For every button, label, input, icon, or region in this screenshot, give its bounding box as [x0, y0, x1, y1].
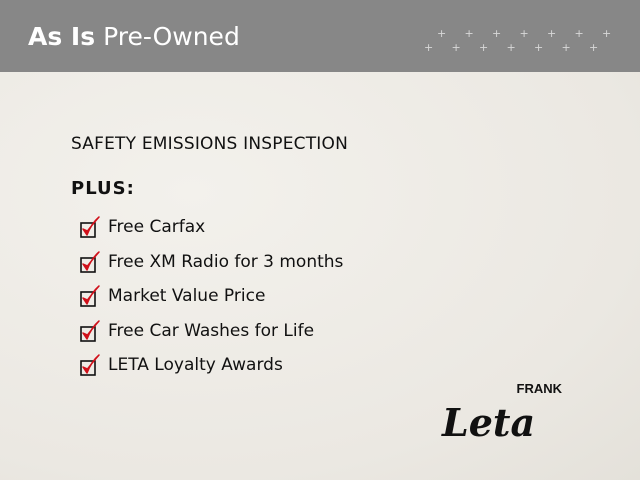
plus-mark: +: [547, 27, 557, 40]
benefits-list: Free Carfax Free XM Radio for 3 months M…: [80, 210, 343, 383]
title-bold: As Is: [28, 22, 96, 51]
plus-mark: +: [534, 41, 544, 54]
inspection-heading: SAFETY EMISSIONS INSPECTION: [71, 134, 349, 154]
list-item: Market Value Price: [80, 279, 343, 314]
plus-mark: +: [492, 27, 502, 40]
plus-label: PLUS:: [71, 178, 135, 199]
item-label: Free XM Radio for 3 months: [108, 251, 344, 272]
checked-box-icon: [80, 320, 100, 342]
slide-title: As Is Pre-Owned: [28, 22, 240, 51]
checked-box-icon: [80, 354, 100, 377]
list-item: LETA Loyalty Awards: [80, 348, 343, 383]
list-item: Free Carfax: [80, 210, 343, 245]
header-bar: As Is Pre-Owned + + + + + + + + + + + + + +: [0, 0, 640, 72]
plus-mark: +: [602, 27, 612, 40]
item-label: Free Car Washes for Life: [108, 320, 315, 341]
list-item: Free Car Washes for Life: [80, 314, 343, 349]
item-label: Free Carfax: [108, 217, 206, 238]
title-rest: Pre-Owned: [103, 22, 240, 51]
logo-top-text: FRANK: [516, 381, 563, 396]
plus-mark: +: [589, 41, 599, 54]
plus-mark: +: [479, 41, 489, 54]
plus-mark: +: [451, 41, 461, 54]
item-label: Market Value Price: [108, 286, 266, 307]
plus-mark: +: [424, 41, 434, 54]
checked-box-icon: [80, 251, 100, 273]
plus-mark: +: [464, 27, 474, 40]
plus-mark: +: [519, 27, 529, 40]
checked-box-icon: [80, 285, 100, 308]
plus-mark: +: [561, 41, 571, 54]
plus-mark: +: [506, 41, 516, 54]
plus-mark: +: [574, 27, 584, 40]
list-item: Free XM Radio for 3 months: [80, 245, 343, 280]
frank-leta-logo: FRANK Leta: [440, 380, 570, 450]
checked-box-icon: [80, 216, 100, 239]
item-label: LETA Loyalty Awards: [108, 355, 283, 376]
logo-main-text: Leta: [442, 400, 536, 445]
plus-mark: +: [437, 27, 447, 40]
